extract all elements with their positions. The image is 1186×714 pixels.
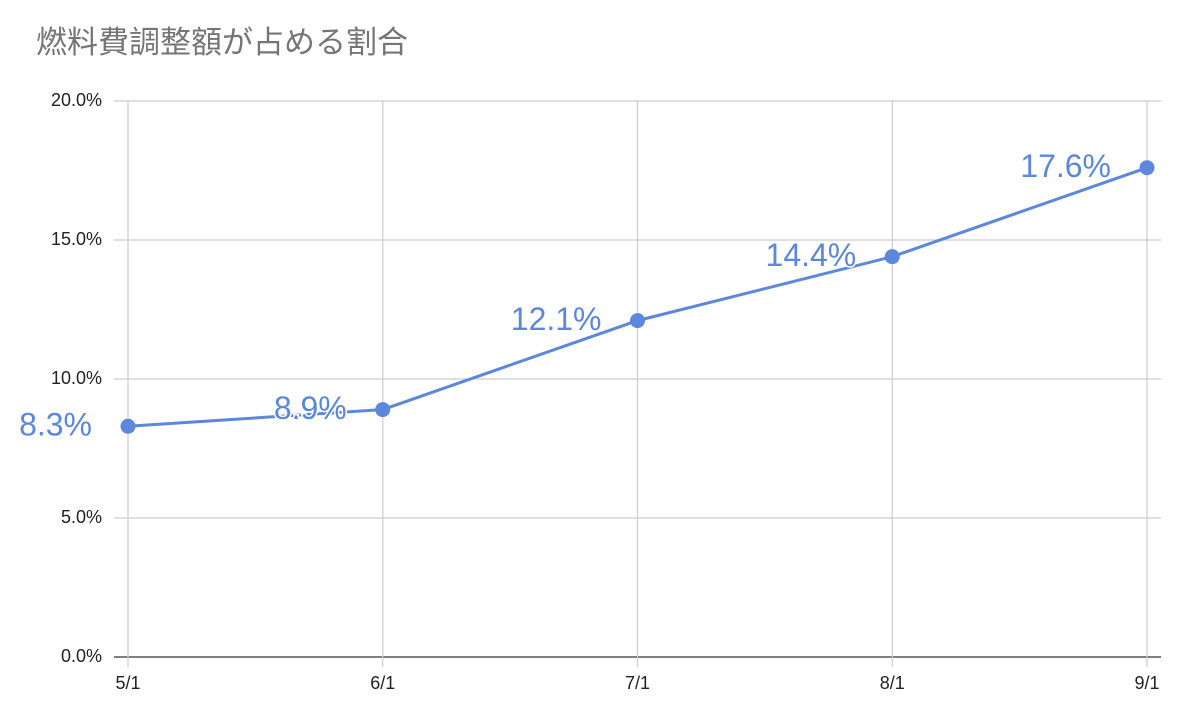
x-tick-label: 8/1	[880, 673, 905, 693]
chart-title: 燃料費調整額が占める割合	[36, 25, 408, 60]
data-point	[120, 418, 136, 434]
y-tick-label: 15.0%	[51, 229, 102, 249]
y-tick-label: 0.0%	[61, 646, 102, 666]
data-label: 12.1%	[511, 301, 602, 337]
data-label: 8.9%	[274, 390, 347, 426]
data-point	[884, 249, 900, 265]
x-tick-label: 6/1	[370, 673, 395, 693]
data-point	[630, 313, 645, 329]
data-point	[1139, 160, 1155, 176]
data-point	[375, 402, 391, 418]
data-label: 8.3%	[19, 407, 92, 443]
x-tick-label: 7/1	[625, 673, 650, 693]
data-label: 17.6%	[1020, 148, 1111, 184]
y-tick-label: 5.0%	[61, 507, 102, 527]
data-label: 14.4%	[766, 237, 857, 273]
y-tick-label: 20.0%	[51, 90, 102, 110]
x-tick-label: 5/1	[115, 673, 140, 693]
y-tick-label: 10.0%	[51, 368, 102, 388]
x-tick-label: 9/1	[1134, 673, 1159, 693]
